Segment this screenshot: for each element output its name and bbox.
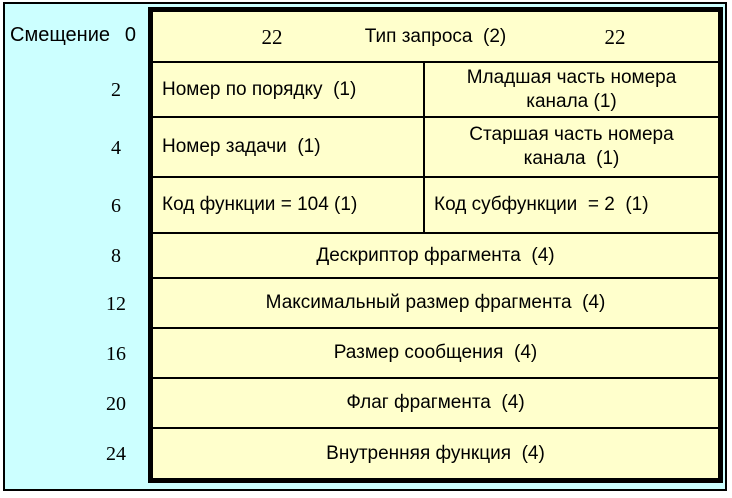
offset-column-title: Смещение [10, 24, 111, 46]
cell-channel-number-high: Старшая часть номера канала (1) [469, 124, 674, 169]
table-row-offset-8: Дескриптор фрагмента (4) [153, 234, 718, 279]
offset-value-16: 16 [106, 343, 126, 365]
table-row-request-type: 22 Тип запроса (2) 22 [153, 12, 718, 63]
offset-value-2: 2 [111, 79, 121, 101]
cell-channel-number-low: Младшая часть номера канала (1) [466, 66, 677, 112]
offset-value-8: 8 [111, 245, 121, 267]
offset-value-0: 0 [124, 24, 136, 46]
table-row-offset-2: Номер по порядку (1) Младшая часть номер… [153, 63, 718, 118]
table-row-offset-12: Максимальный размер фрагмента (4) [153, 279, 718, 329]
offset-value-6: 6 [111, 195, 121, 217]
table-row-offset-20: Флаг фрагмента (4) [153, 379, 718, 429]
cell-subfunction-code: Код субфункции = 2 (1) [434, 194, 649, 215]
offset-value-12: 12 [106, 293, 126, 315]
offset-value-20: 20 [106, 393, 126, 415]
offset-value-24: 24 [106, 443, 126, 465]
offset-value-4: 4 [111, 137, 121, 159]
message-structure-table: 22 Тип запроса (2) 22 Номер по порядку (… [148, 7, 723, 483]
table-row-offset-6: Код функции = 104 (1) Код субфункции = 2… [153, 178, 718, 234]
table-row-offset-24: Внутренняя функция (4) [326, 442, 545, 464]
cell-task-number: Номер задачи (1) [153, 118, 425, 176]
table-row-offset-16: Размер сообщения (4) [153, 329, 718, 379]
cell-sequence-number: Номер по порядку (1) [153, 63, 425, 116]
cell-function-code: Код функции = 104 (1) [153, 178, 425, 232]
request-type-label: Тип запроса (2) [364, 25, 507, 47]
table-row-offset-4: Номер задачи (1) Старшая часть номера ка… [153, 118, 718, 178]
offset-column-header: Смещение 0 [10, 24, 136, 47]
request-type-value-left: 22 [261, 24, 283, 49]
request-type-value-right: 22 [604, 24, 626, 49]
